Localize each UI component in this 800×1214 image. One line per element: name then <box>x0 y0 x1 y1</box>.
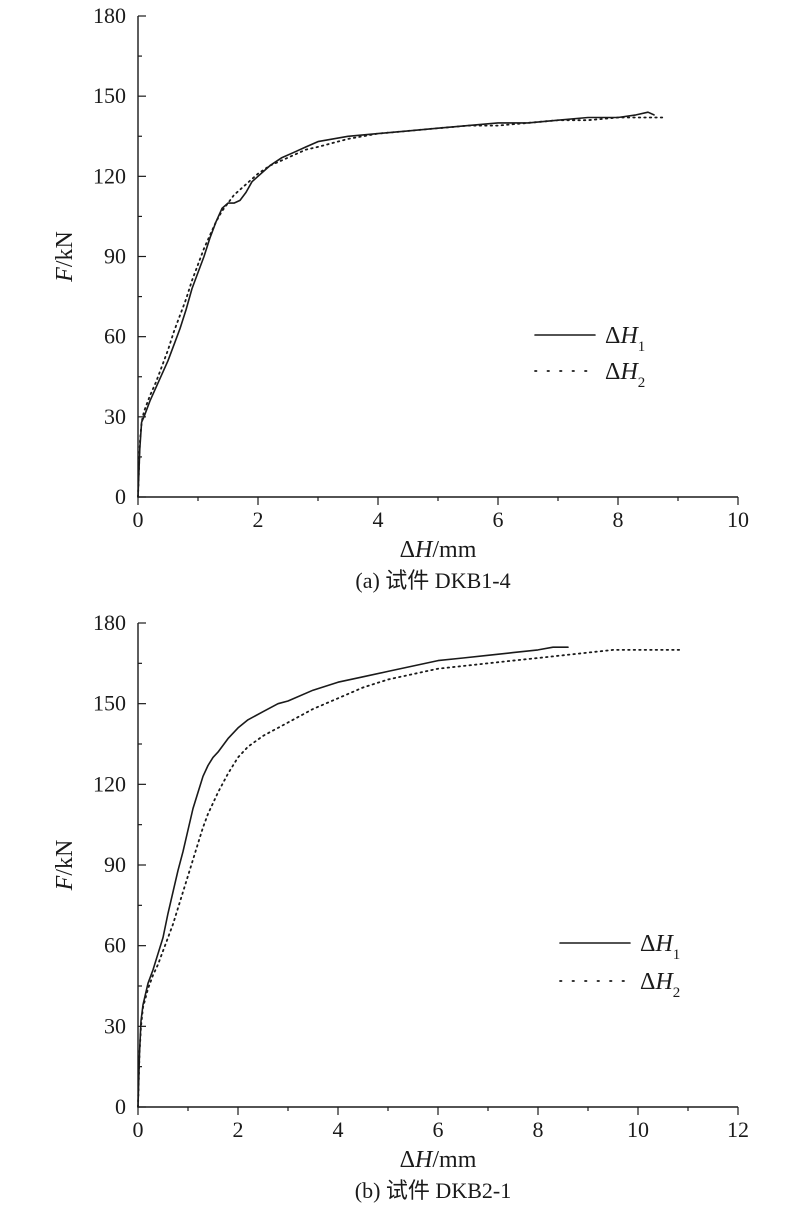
y-tick-label: 120 <box>93 771 126 796</box>
y-tick-label: 180 <box>93 3 126 28</box>
x-tick-label: 6 <box>433 1117 444 1142</box>
x-tick-label: 6 <box>493 507 504 532</box>
y-axis-title: F/kN <box>52 231 78 283</box>
y-tick-label: 150 <box>93 83 126 108</box>
x-tick-label: 10 <box>727 507 749 532</box>
legend-label: ΔH1 <box>640 931 680 963</box>
y-tick-label: 90 <box>104 244 126 269</box>
x-tick-label: 2 <box>233 1117 244 1142</box>
chart-caption: (b) 试件 DKB2-1 <box>355 1178 511 1203</box>
y-tick-label: 90 <box>104 852 126 877</box>
x-tick-label: 0 <box>133 1117 144 1142</box>
y-tick-label: 120 <box>93 163 126 188</box>
y-axis-title: F/kN <box>52 840 78 892</box>
x-tick-label: 12 <box>727 1117 749 1142</box>
x-tick-label: 8 <box>613 507 624 532</box>
legend-label: ΔH2 <box>640 969 680 1001</box>
x-tick-label: 0 <box>133 507 144 532</box>
series-line-ΔH1 <box>137 646 569 1108</box>
x-axis-title: ΔH/mm <box>400 1147 477 1173</box>
y-tick-label: 0 <box>115 484 126 509</box>
y-tick-label: 30 <box>104 1013 126 1038</box>
chart-b: 0 30 60 90 120 150 180 0 2 4 6 8 10 12 F/kN ΔH/mm (b) 试件… <box>52 610 749 1203</box>
x-axis-title: ΔH/mm <box>400 537 477 563</box>
y-tick-label: 150 <box>93 691 126 716</box>
y-tick-label: 60 <box>104 933 126 958</box>
legend-label: ΔH2 <box>605 359 645 391</box>
y-tick-label: 60 <box>104 324 126 349</box>
x-tick-label: 10 <box>627 1117 649 1142</box>
chart-a: 0 30 60 90 120 150 180 0 2 4 6 8 10 F/kN ΔH/mm (a) 试件 D… <box>52 3 749 593</box>
x-tick-label: 4 <box>373 507 384 532</box>
x-tick-label: 2 <box>253 507 264 532</box>
y-tick-label: 30 <box>104 404 126 429</box>
series-line-ΔH1 <box>137 111 655 498</box>
y-tick-label: 180 <box>93 610 126 635</box>
x-tick-label: 4 <box>333 1117 344 1142</box>
x-tick-label: 8 <box>533 1117 544 1142</box>
legend-label: ΔH1 <box>605 323 645 355</box>
series-line-ΔH2 <box>137 649 684 1108</box>
y-tick-label: 0 <box>115 1094 126 1119</box>
series-line-ΔH2 <box>137 116 664 498</box>
chart-caption: (a) 试件 DKB1-4 <box>355 568 510 593</box>
